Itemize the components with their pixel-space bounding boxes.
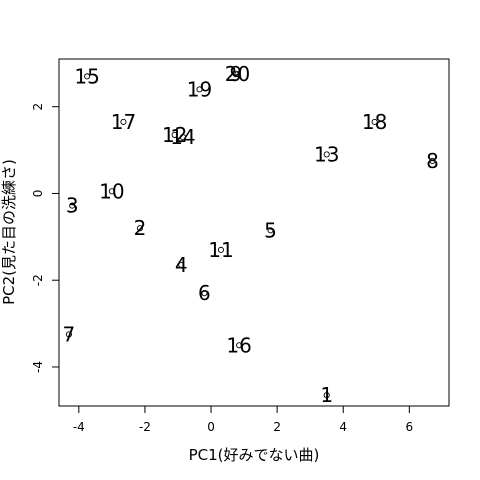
point-marker xyxy=(217,246,224,253)
x-axis: -4 -2 0 2 4 6 xyxy=(73,405,414,434)
data-point: 17 xyxy=(111,110,136,134)
data-point: 9 xyxy=(229,62,242,86)
point-marker xyxy=(371,118,378,125)
y-tick-label: -2 xyxy=(31,274,45,286)
point-marker xyxy=(178,261,185,269)
point-marker xyxy=(429,157,436,164)
point-label: 5 xyxy=(264,218,277,242)
x-tick-label: -2 xyxy=(139,420,151,434)
point-marker xyxy=(201,290,208,297)
point-label: 2 xyxy=(134,216,147,240)
point-marker xyxy=(196,86,203,93)
point-label: 1 xyxy=(320,383,333,407)
point-marker xyxy=(65,331,72,338)
data-point: 8 xyxy=(426,149,439,173)
point-label: 20 xyxy=(225,62,250,86)
data-point: 6 xyxy=(198,281,211,305)
point-label: 17 xyxy=(111,110,136,134)
point-marker xyxy=(236,342,243,349)
data-point: 5 xyxy=(264,218,277,242)
point-label: 6 xyxy=(198,281,211,305)
point-label: 18 xyxy=(362,110,387,134)
point-marker xyxy=(120,118,127,125)
data-point: 14 xyxy=(170,125,195,149)
data-point: 10 xyxy=(99,179,124,203)
point-label: 7 xyxy=(63,322,76,346)
data-point: 18 xyxy=(362,110,387,134)
point-marker xyxy=(232,71,239,78)
point-marker xyxy=(179,134,186,141)
point-label: 9 xyxy=(229,62,242,86)
point-marker xyxy=(234,71,241,78)
data-point: 11 xyxy=(208,238,233,262)
point-marker xyxy=(267,227,274,234)
point-marker xyxy=(84,73,91,80)
point-label: 19 xyxy=(187,77,212,101)
data-point: 16 xyxy=(226,333,251,357)
point-marker xyxy=(108,188,115,195)
point-label: 15 xyxy=(74,64,99,88)
point-label: 4 xyxy=(175,253,188,277)
data-point: 2 xyxy=(134,216,147,240)
data-point: 3 xyxy=(66,194,79,218)
y-tick-label: -4 xyxy=(31,361,45,373)
point-marker xyxy=(171,131,178,138)
data-point: 19 xyxy=(187,77,212,101)
y-axis: -4 -2 0 2 xyxy=(31,103,60,373)
point-label: 11 xyxy=(208,238,233,262)
x-tick-label: 0 xyxy=(207,420,215,434)
x-tick-label: 4 xyxy=(339,420,347,434)
y-tick-label: 2 xyxy=(31,103,45,111)
point-marker xyxy=(323,151,330,158)
point-label: 13 xyxy=(314,142,339,166)
data-point: 20 xyxy=(225,62,250,86)
y-tick-label: 0 xyxy=(31,190,45,198)
x-tick-label: 6 xyxy=(406,420,414,434)
point-label: 14 xyxy=(170,125,195,149)
point-label: 10 xyxy=(99,179,124,203)
data-point: 13 xyxy=(314,142,339,166)
point-label: 8 xyxy=(426,149,439,173)
data-point: 1 xyxy=(320,383,333,407)
point-marker xyxy=(323,392,330,399)
data-point: 15 xyxy=(74,64,99,88)
x-tick-label: 2 xyxy=(273,420,281,434)
data-point: 4 xyxy=(175,253,188,277)
x-axis-title: PC1(好みでない曲) xyxy=(189,446,320,464)
x-tick-label: -4 xyxy=(73,420,85,434)
point-marker xyxy=(136,225,144,232)
point-label: 16 xyxy=(226,333,251,357)
data-point: 7 xyxy=(63,322,76,346)
y-axis-title: PC2(見た目の洗練さ) xyxy=(0,159,18,305)
point-marker xyxy=(69,202,76,209)
point-label: 3 xyxy=(66,194,79,218)
